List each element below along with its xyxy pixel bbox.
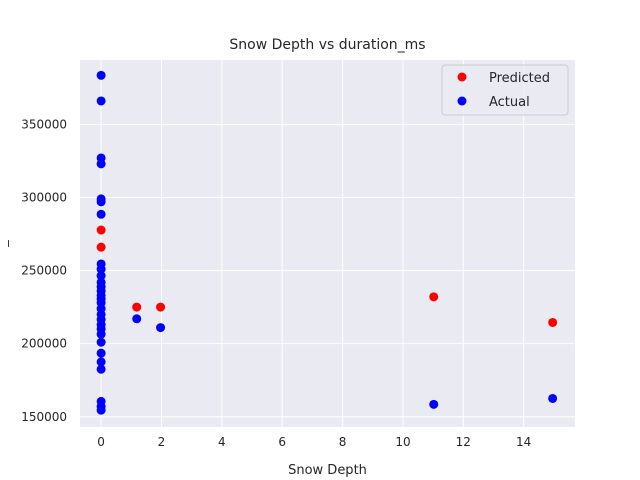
y-tick-label: 250000 xyxy=(21,264,67,278)
x-tick-label: 0 xyxy=(97,435,105,449)
x-tick-label: 8 xyxy=(339,435,347,449)
data-point-actual xyxy=(96,264,106,274)
x-tick-label: 6 xyxy=(278,435,286,449)
x-axis-label: Snow Depth xyxy=(288,463,367,478)
data-point-actual xyxy=(96,209,106,219)
y-tick-label: 350000 xyxy=(21,117,67,131)
data-point-actual xyxy=(96,271,106,281)
data-point-actual xyxy=(96,197,106,207)
y-tick-label: 150000 xyxy=(21,410,67,424)
data-point-actual xyxy=(548,393,558,403)
data-point-actual xyxy=(96,70,106,80)
data-point-actual xyxy=(96,329,106,339)
legend: Predicted Actual xyxy=(441,64,569,116)
data-points xyxy=(96,70,558,415)
x-tick-label: 12 xyxy=(456,435,471,449)
tick-labels: 0 2 4 6 8 10 12 14 150000 200000 250000 300000 35000… xyxy=(21,117,531,449)
data-point-actual xyxy=(96,364,106,374)
y-tick-label: 300000 xyxy=(21,190,67,204)
data-point-actual xyxy=(429,399,439,409)
data-point-predicted xyxy=(156,302,166,312)
grid-lines xyxy=(80,60,575,427)
data-point-predicted xyxy=(429,292,439,302)
data-point-actual xyxy=(96,405,106,415)
x-tick-label: 14 xyxy=(516,435,531,449)
data-point-actual xyxy=(156,323,166,333)
y-axis-label: _ xyxy=(0,240,10,248)
x-tick-label: 10 xyxy=(395,435,410,449)
legend-label-actual: Actual xyxy=(489,95,530,110)
legend-label-predicted: Predicted xyxy=(489,71,550,86)
data-point-actual xyxy=(96,348,106,358)
data-point-actual xyxy=(96,159,106,169)
data-point-actual xyxy=(96,337,106,347)
legend-marker-predicted xyxy=(457,72,467,82)
legend-box xyxy=(441,64,569,116)
x-tick-label: 2 xyxy=(158,435,166,449)
y-tick-label: 200000 xyxy=(21,337,67,351)
data-point-actual xyxy=(132,314,142,324)
legend-marker-actual xyxy=(457,96,467,106)
data-point-predicted xyxy=(548,317,558,327)
data-point-actual xyxy=(96,96,106,106)
data-point-predicted xyxy=(96,242,106,252)
data-point-predicted xyxy=(132,302,142,312)
x-tick-label: 4 xyxy=(218,435,226,449)
chart-title: Snow Depth vs duration_ms xyxy=(229,37,425,53)
data-point-actual xyxy=(96,357,106,367)
data-point-predicted xyxy=(96,225,106,235)
plot-area xyxy=(80,60,575,427)
